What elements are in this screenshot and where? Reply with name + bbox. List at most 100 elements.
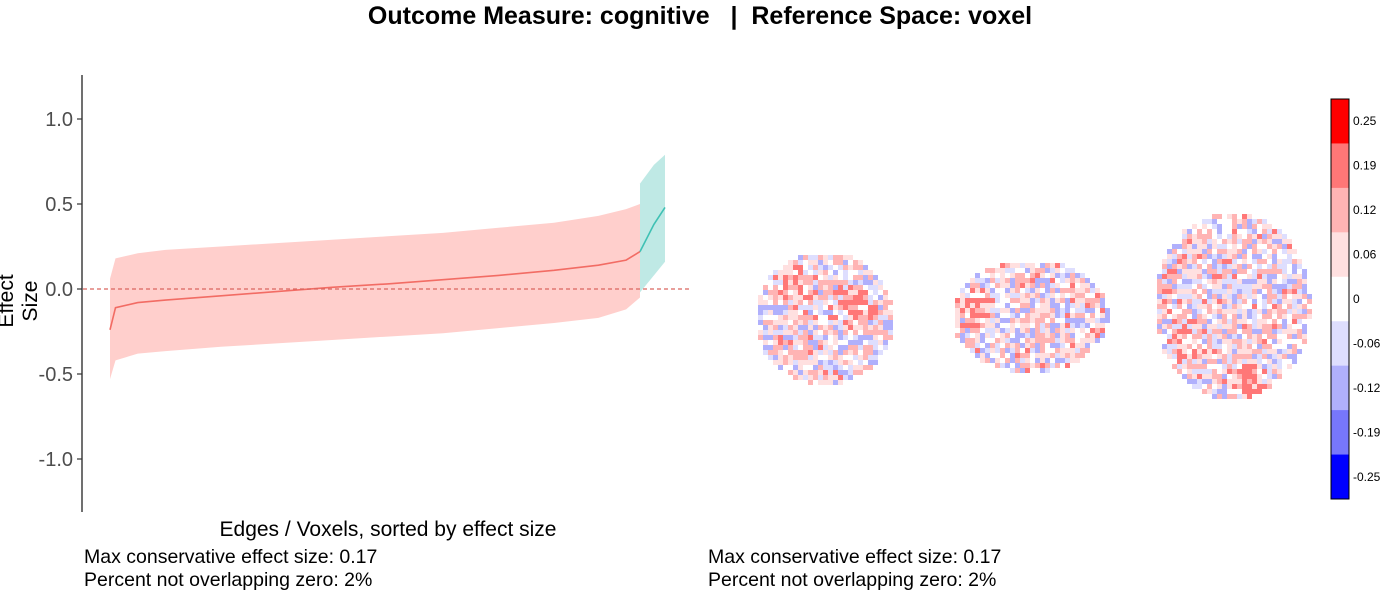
brain-voxel (1217, 249, 1222, 254)
brain-voxel (788, 360, 793, 365)
brain-voxel (1287, 334, 1292, 339)
brain-voxel (1287, 339, 1292, 344)
brain-voxel (995, 318, 1000, 323)
brain-voxel (1182, 374, 1187, 379)
brain-voxel (1182, 239, 1187, 244)
brain-voxel (1217, 234, 1222, 239)
brain-voxel (1177, 334, 1182, 339)
colorbar-bin (1331, 276, 1349, 322)
brain-voxel (1075, 283, 1080, 288)
brain-voxel (1045, 348, 1050, 353)
brain-voxel (1257, 349, 1262, 354)
brain-voxel (848, 310, 853, 315)
brain-voxel (1227, 294, 1232, 299)
brain-voxel (798, 255, 803, 260)
brain-voxel (1207, 344, 1212, 349)
brain-voxel (1020, 308, 1025, 313)
brain-voxel (1227, 389, 1232, 394)
brain-voxel (1237, 294, 1242, 299)
brain-voxel (1157, 334, 1162, 339)
brain-voxel (1247, 374, 1252, 379)
brain-voxel (990, 343, 995, 348)
brain-voxel (1217, 324, 1222, 329)
brain-voxel (1272, 299, 1277, 304)
brain-voxel (1272, 334, 1277, 339)
brain-voxel (1267, 354, 1272, 359)
brain-voxel (985, 343, 990, 348)
brain-voxel (808, 370, 813, 375)
brain-voxel (1262, 354, 1267, 359)
brain-voxel (793, 350, 798, 355)
brain-voxel (1040, 313, 1045, 318)
brain-voxel (798, 310, 803, 315)
brain-voxel (818, 265, 823, 270)
brain-voxel (1005, 278, 1010, 283)
brain-voxel (1287, 324, 1292, 329)
brain-voxel (1015, 263, 1020, 268)
brain-voxel (823, 325, 828, 330)
brain-voxel (1172, 264, 1177, 269)
brain-voxel (1262, 289, 1267, 294)
brain-voxel (1045, 368, 1050, 373)
brain-voxel (1167, 314, 1172, 319)
brain-voxel (975, 293, 980, 298)
brain-voxel (1010, 278, 1015, 283)
brain-voxel (828, 370, 833, 375)
colorbar-tick-label: -0.06 (1353, 336, 1381, 350)
brain-voxel (975, 308, 980, 313)
brain-voxel (980, 338, 985, 343)
brain-voxel (823, 300, 828, 305)
brain-voxel (833, 280, 838, 285)
brain-voxel (1060, 343, 1065, 348)
brain-voxel (1187, 244, 1192, 249)
brain-voxel (778, 285, 783, 290)
brain-voxel (788, 345, 793, 350)
brain-voxel (980, 293, 985, 298)
brain-voxel (1207, 369, 1212, 374)
brain-voxel (1262, 284, 1267, 289)
brain-voxel (1287, 309, 1292, 314)
brain-voxel (1157, 299, 1162, 304)
brain-voxel (838, 265, 843, 270)
brain-voxel (1197, 329, 1202, 334)
brain-voxel (1252, 249, 1257, 254)
brain-voxel (1207, 279, 1212, 284)
brain-voxel (1202, 219, 1207, 224)
brain-voxel (1232, 329, 1237, 334)
brain-voxel (1045, 293, 1050, 298)
brain-voxel (1197, 239, 1202, 244)
brain-voxel (1177, 344, 1182, 349)
brain-voxel (773, 295, 778, 300)
brain-voxel (1177, 319, 1182, 324)
brain-voxel (868, 325, 873, 330)
brain-voxel (758, 320, 763, 325)
brain-voxel (1242, 214, 1247, 219)
brain-voxel (1202, 384, 1207, 389)
brain-voxel (1025, 343, 1030, 348)
brain-voxel (818, 360, 823, 365)
brain-voxel (873, 345, 878, 350)
brain-voxel (1217, 379, 1222, 384)
brain-voxel (1292, 319, 1297, 324)
brain-voxel (1050, 318, 1055, 323)
brain-voxel (1272, 249, 1277, 254)
brain-voxel (838, 370, 843, 375)
brain-voxel (803, 355, 808, 360)
brain-voxel (1207, 379, 1212, 384)
brain-voxel (1192, 324, 1197, 329)
brain-voxel (1177, 284, 1182, 289)
brain-voxel (1232, 309, 1237, 314)
brain-voxel (1212, 259, 1217, 264)
brain-voxel (1227, 264, 1232, 269)
brain-voxel (970, 333, 975, 338)
brain-voxel (1055, 363, 1060, 368)
brain-voxel (1035, 273, 1040, 278)
brain-voxel (868, 285, 873, 290)
brain-voxel (843, 335, 848, 340)
brain-voxel (1262, 249, 1267, 254)
brain-voxel (995, 358, 1000, 363)
brain-voxel (883, 300, 888, 305)
brain-voxel (1272, 254, 1277, 259)
brain-voxel (1187, 339, 1192, 344)
brain-voxel (788, 275, 793, 280)
